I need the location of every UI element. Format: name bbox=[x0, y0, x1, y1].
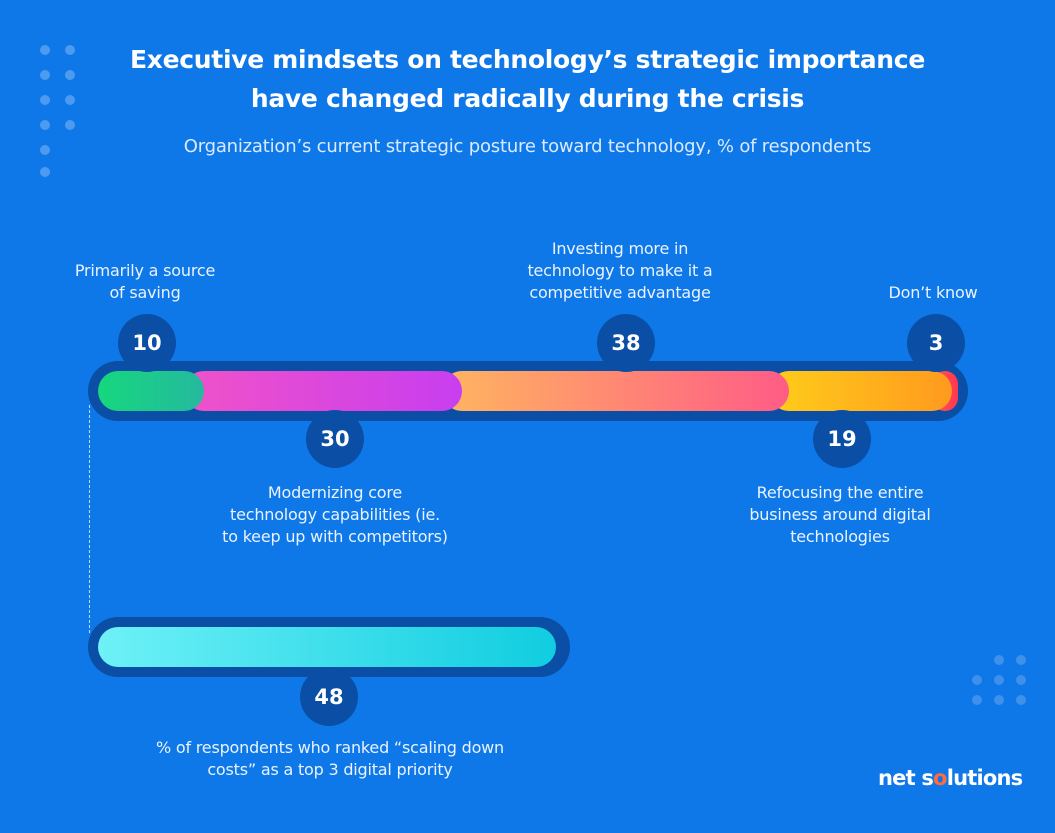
chart-title: Executive mindsets on technology’s strat… bbox=[0, 40, 1055, 118]
chart-title-line-1: Executive mindsets on technology’s strat… bbox=[130, 45, 925, 74]
label-investing: Investing more in technology to make it … bbox=[500, 238, 740, 304]
decorative-dots-right bbox=[970, 655, 1030, 705]
value-label-modernizing: 30 bbox=[306, 410, 364, 468]
label-dont-know: Don’t know bbox=[868, 282, 998, 304]
value-label-refocusing: 19 bbox=[813, 410, 871, 468]
bar-scaling-down-costs bbox=[98, 627, 557, 667]
label-saving-line-1: Primarily a source bbox=[74, 261, 216, 280]
label-saving: Primarily a source of saving bbox=[55, 260, 235, 304]
value-label-scaling: 48 bbox=[300, 668, 358, 726]
label-saving-line-2: of saving bbox=[109, 283, 181, 302]
logo-text-3: lutions bbox=[946, 766, 1023, 790]
bar-segment-refocusing bbox=[768, 371, 953, 411]
label-investing-line-2: technology to make it a bbox=[527, 261, 713, 280]
label-refocusing-line-2: business around digital bbox=[749, 505, 931, 524]
label-investing-line-1: Investing more in bbox=[551, 239, 689, 258]
bar-segment-modernizing bbox=[184, 371, 462, 411]
label-scaling-line-2: costs” as a top 3 digital priority bbox=[207, 760, 453, 779]
chart-title-line-2: have changed radically during the crisis bbox=[250, 84, 805, 113]
label-modernizing-line-1: Modernizing core bbox=[267, 483, 403, 502]
label-refocusing-line-3: technologies bbox=[790, 527, 890, 546]
label-dont-know-line-1: Don’t know bbox=[888, 283, 978, 302]
connector-dashed-line bbox=[89, 405, 90, 633]
bar-segment-investing bbox=[442, 371, 789, 411]
label-refocusing-line-1: Refocusing the entire bbox=[756, 483, 924, 502]
value-label-investing: 38 bbox=[597, 314, 655, 372]
chart-subtitle: Organization’s current strategic posture… bbox=[183, 136, 872, 157]
decorative-dots-left bbox=[40, 45, 80, 180]
label-refocusing: Refocusing the entire business around di… bbox=[720, 482, 960, 548]
logo-text-2: o bbox=[933, 766, 947, 790]
bar-segment-saving bbox=[98, 371, 204, 411]
label-modernizing: Modernizing core technology capabilities… bbox=[200, 482, 470, 548]
value-label-dont-know: 3 bbox=[907, 314, 965, 372]
label-scaling: % of respondents who ranked “scaling dow… bbox=[120, 737, 540, 781]
logo-text-1: net s bbox=[878, 766, 934, 790]
value-label-saving: 10 bbox=[118, 314, 176, 372]
label-modernizing-line-2: technology capabilities (ie. bbox=[230, 505, 440, 524]
label-investing-line-3: competitive advantage bbox=[529, 283, 711, 302]
label-modernizing-line-3: to keep up with competitors) bbox=[222, 527, 448, 546]
label-scaling-line-1: % of respondents who ranked “scaling dow… bbox=[155, 738, 504, 757]
brand-logo: net solutions bbox=[878, 766, 1023, 790]
